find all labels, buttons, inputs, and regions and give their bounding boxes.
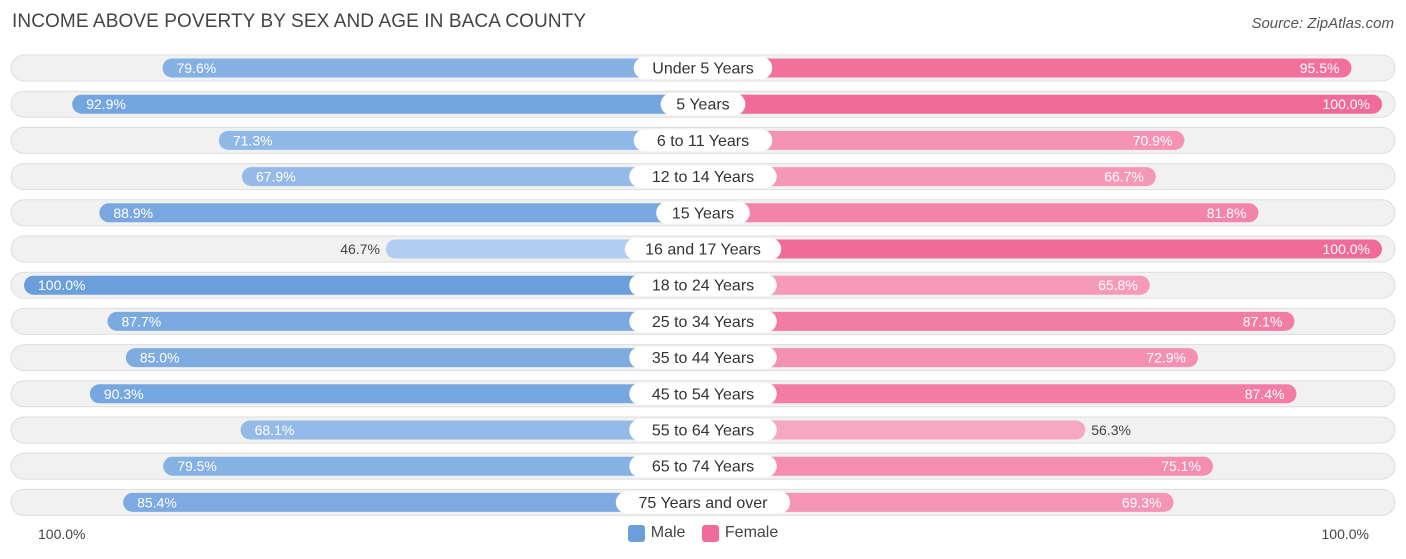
chart-canvas: 79.6% 95.5% Under 5 Years 92.9% 100.0% 5 Year… [10,54,1396,516]
bar-female-value-label: 66.7% [1104,169,1144,185]
bar-male [125,348,704,368]
chart-title: INCOME ABOVE POVERTY BY SEX AND AGE IN B… [12,11,587,32]
bar-male-value-label: 85.0% [140,350,180,366]
bar-male-value-label: 90.3% [104,386,144,402]
bar-male-value-label: 71.3% [233,132,273,148]
category-label: 45 to 54 Years [652,386,754,403]
category-label: 12 to 14 Years [652,169,754,186]
legend: Male Female [0,524,1406,547]
bar-male-value-label: 85.4% [137,494,177,510]
bar-male-value-label: 46.7% [340,241,380,257]
bar-female [703,94,1382,114]
bar-female-value-label: 100.0% [1323,241,1370,257]
bar-male [123,492,703,512]
category-pill [633,129,773,152]
category-label: 35 to 44 Years [652,350,754,367]
bar-male [163,456,703,476]
category-pill [629,419,777,441]
legend-male-label: Male [650,524,686,541]
bar-female-value-label: 70.9% [1133,132,1173,148]
bar-female [703,203,1259,223]
bar-male [385,239,703,259]
axis-right-label: 100.0% [1321,526,1369,542]
bar-male [218,130,704,150]
bar-female [703,492,1174,512]
bar-female-value-label: 81.8% [1207,205,1247,221]
bar-male-value-label: 100.0% [38,277,85,293]
bar-female-value-label: 87.1% [1243,313,1283,329]
legend-female-swatch [701,524,719,542]
bar-male-value-label: 67.9% [256,169,296,185]
bar-female-value-label: 69.3% [1122,494,1162,510]
category-label: 16 and 17 Years [645,242,761,259]
bar-male [162,58,704,78]
bar-female [703,275,1150,295]
bar-female [703,348,1198,368]
category-label: 15 Years [672,205,734,222]
legend-male-swatch [627,524,645,542]
bar-female-value-label: 75.1% [1161,458,1201,474]
bar-male-value-label: 88.9% [113,205,153,221]
axis-left-label: 100.0% [38,526,86,542]
category-pill [629,382,777,405]
category-pill [660,93,746,116]
bar-male-value-label: 79.6% [177,60,217,76]
category-label: 18 to 24 Years [652,278,754,295]
bar-male [241,167,704,187]
category-pill [629,455,777,478]
source-label: Source: ZipAtlas.com [1251,15,1394,32]
bar-male [240,420,703,440]
legend-female-label: Female [724,524,779,541]
bar-male-value-label: 68.1% [255,422,295,438]
bar-female-value-label: 72.9% [1146,350,1186,366]
bar-male-value-label: 87.7% [122,313,162,329]
category-pill [615,491,791,514]
legend-female: Female [701,524,779,542]
bar-female [703,456,1213,476]
bar-male-value-label: 79.5% [177,458,217,474]
bar-male [72,94,704,114]
category-label: 6 to 11 Years [657,133,749,150]
category-pill [629,346,777,369]
category-label: Under 5 Years [652,61,753,78]
bar-female [703,239,1382,259]
category-pill [629,274,777,297]
bar-female [703,167,1156,187]
bar-female-value-label: 65.8% [1098,277,1138,293]
bar-male [99,203,703,223]
category-label: 5 Years [676,97,729,114]
category-label: 55 to 64 Years [652,423,754,440]
category-pill [629,165,777,188]
bar-male-value-label: 92.9% [86,96,126,112]
bar-male [107,311,704,331]
category-label: 65 to 74 Years [652,459,754,476]
category-pill [656,201,750,224]
bar-male [89,384,704,404]
bar-female [703,130,1185,150]
bar-female-value-label: 87.4% [1245,386,1285,402]
bar-female [703,311,1295,331]
legend-male: Male [627,524,686,542]
bar-female-value-label: 56.3% [1091,422,1131,438]
category-label: 25 to 34 Years [652,314,754,331]
bar-female [703,384,1297,404]
category-pill [629,310,777,333]
bar-female-value-label: 95.5% [1300,60,1340,76]
category-pill [624,238,782,260]
bar-female [703,420,1086,440]
category-pill [633,57,773,79]
bar-female-value-label: 100.0% [1323,96,1370,112]
bar-male [24,275,703,295]
category-label: 75 Years and over [639,495,769,512]
bar-female [703,58,1352,78]
